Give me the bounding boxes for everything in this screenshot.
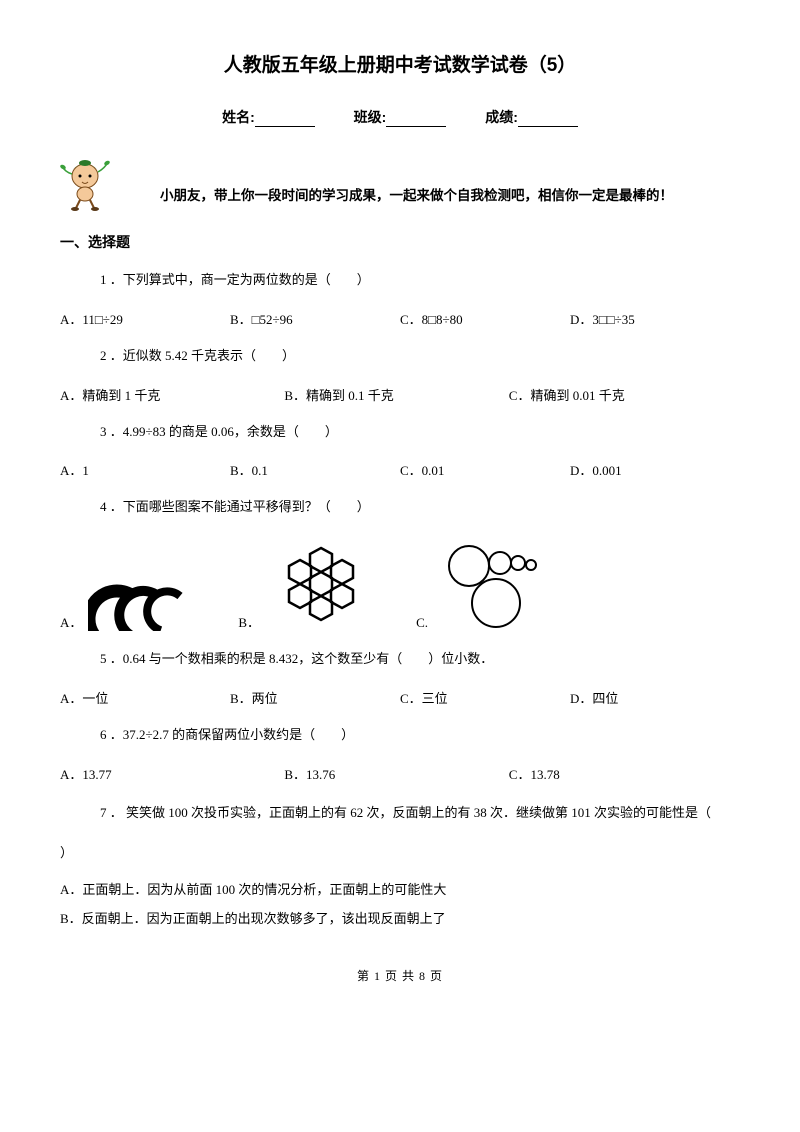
q4-opt-b: B． [238,536,376,631]
q2-opt-b: B．精确到 0.1 千克 [284,385,508,404]
q2-text: 2 ．近似数 5.42 千克表示（ ） [100,346,740,367]
q1-text: 1 ．下列算式中，商一定为两位数的是（ ） [100,270,740,291]
q4-a-label: A． [60,612,82,631]
q2-opt-c: C．精确到 0.01 千克 [509,385,733,404]
q3-opt-a: A．1 [60,460,230,479]
q4-text: 4 ．下面哪些图案不能通过平移得到？（ ） [100,497,740,518]
q3-opt-c: C．0.01 [400,460,570,479]
info-line: 姓名: 班级: 成绩: [60,107,740,127]
q6-opt-c: C．13.78 [509,764,733,783]
q4-fig-a [88,561,198,631]
exam-page: 人教版五年级上册期中考试数学试卷（5） 姓名: 班级: 成绩: [0,0,800,1014]
q1-opt-c: C．8□8÷80 [400,309,570,328]
q3-text: 3 ．4.99÷83 的商是 0.06，余数是（ ） [100,422,740,443]
q5-opt-b: B．两位 [230,688,400,707]
q1-opt-b: B．□52÷96 [230,309,400,328]
q7-opt-b: B．反面朝上．因为正面朝上的出现次数够多了，该出现反面朝上了 [60,908,740,927]
q2-opt-a: A．精确到 1 千克 [60,385,284,404]
q1-opt-d: D．3□□÷35 [570,309,740,328]
class-blank[interactable] [386,112,446,127]
q4-b-label: B． [238,612,260,631]
q1-options: A．11□÷29 B．□52÷96 C．8□8÷80 D．3□□÷35 [60,309,740,328]
q3-opt-d: D．0.001 [570,460,740,479]
q6-text: 6 ．37.2÷2.7 的商保留两位小数约是（ ） [100,725,740,746]
q6-opt-a: A．13.77 [60,764,284,783]
q2-options: A．精确到 1 千克 B．精确到 0.1 千克 C．精确到 0.01 千克 [60,385,740,404]
q5-opt-d: D．四位 [570,688,740,707]
page-footer: 第 1 页 共 8 页 [60,967,740,984]
q5-text: 5 ．0.64 与一个数相乘的积是 8.432，这个数至少有（ ）位小数． [100,649,740,670]
q4-fig-b [266,536,376,631]
q6-options: A．13.77 B．13.76 C．13.78 [60,764,740,783]
q1-opt-a: A．11□÷29 [60,309,230,328]
score-blank[interactable] [518,112,578,127]
class-label: 班级: [354,109,387,125]
q3-options: A．1 B．0.1 C．0.01 D．0.001 [60,460,740,479]
q4-fig-c [434,541,554,631]
q4-opt-a: A． [60,561,198,631]
name-label: 姓名: [222,109,255,125]
q7-tail: ） [60,842,740,861]
q4-options: A． B． C. [60,536,740,631]
q3-opt-b: B．0.1 [230,460,400,479]
name-blank[interactable] [255,112,315,127]
q5-opt-c: C．三位 [400,688,570,707]
q5-options: A．一位 B．两位 C．三位 D．四位 [60,688,740,707]
q7-text: 7 ． 笑笑做 100 次投币实验，正面朝上的有 62 次，反面朝上的有 38 … [60,801,740,824]
section-1-header: 一、选择题 [60,232,740,252]
page-title: 人教版五年级上册期中考试数学试卷（5） [60,50,740,77]
q7-opt-a: A．正面朝上．因为从前面 100 次的情况分析，正面朝上的可能性大 [60,879,740,898]
q6-opt-b: B．13.76 [284,764,508,783]
q4-opt-c: C. [416,541,554,631]
score-label: 成绩: [485,109,518,125]
q4-c-label: C. [416,615,428,631]
q5-opt-a: A．一位 [60,688,230,707]
mascot-row: 小朋友，带上你一段时间的学习成果，一起来做个自我检测吧，相信你一定是最棒的！ [60,152,740,212]
mascot-icon [60,152,110,212]
encourage-text: 小朋友，带上你一段时间的学习成果，一起来做个自我检测吧，相信你一定是最棒的！ [160,184,740,212]
